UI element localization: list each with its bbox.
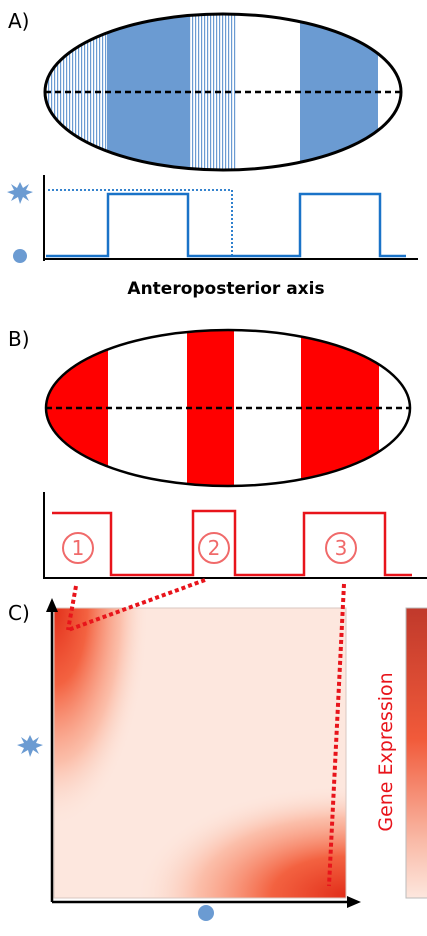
stripe-number-3: 3 (325, 532, 357, 564)
heatmap-frame (53, 607, 347, 899)
panel-b-label: B) (8, 327, 30, 351)
dot-icon (198, 905, 214, 921)
profile-a (7, 175, 418, 263)
colorbar-gradient (405, 607, 427, 899)
svg-text:2: 2 (208, 536, 221, 560)
colorbar-label: Gene Expression (375, 672, 397, 831)
svg-text:1: 1 (72, 536, 85, 560)
connector-stripe-1 (66, 585, 78, 631)
anteroposterior-axis-label: Anteroposterior axis (127, 279, 324, 299)
connector-stripe-3 (327, 583, 346, 887)
stripe-number-2: 2 (198, 532, 230, 564)
dot-icon (13, 249, 27, 263)
blue-stripe (107, 14, 190, 170)
heatmap-hotspot-bottom-right (54, 608, 346, 898)
y-axis-arrowhead (46, 598, 58, 612)
connector-lines (66, 578, 346, 887)
stripe-number-1: 1 (62, 532, 94, 564)
red-profile (52, 509, 412, 577)
panel-b: B) 1 2 3 (8, 327, 427, 579)
heatmap-axes (46, 598, 361, 908)
profile-b: 1 2 3 (43, 492, 427, 579)
x-axis-arrowhead (347, 896, 361, 908)
svg-text:3: 3 (335, 536, 348, 560)
panel-c-label: C) (8, 601, 30, 625)
heatmap (53, 607, 347, 899)
panel-a-label: A) (8, 9, 29, 33)
starburst-icon (17, 735, 43, 757)
hatched-stripe (190, 14, 236, 170)
connector-stripe-2 (67, 578, 206, 632)
starburst-icon (7, 182, 33, 204)
dotted-profile (48, 189, 233, 256)
colorbar: Gene Expression (375, 607, 427, 899)
panel-a: A) Anteroposterior axis (7, 9, 418, 299)
solid-profile (46, 192, 406, 258)
panel-c: C) Gene Expression (8, 578, 427, 921)
